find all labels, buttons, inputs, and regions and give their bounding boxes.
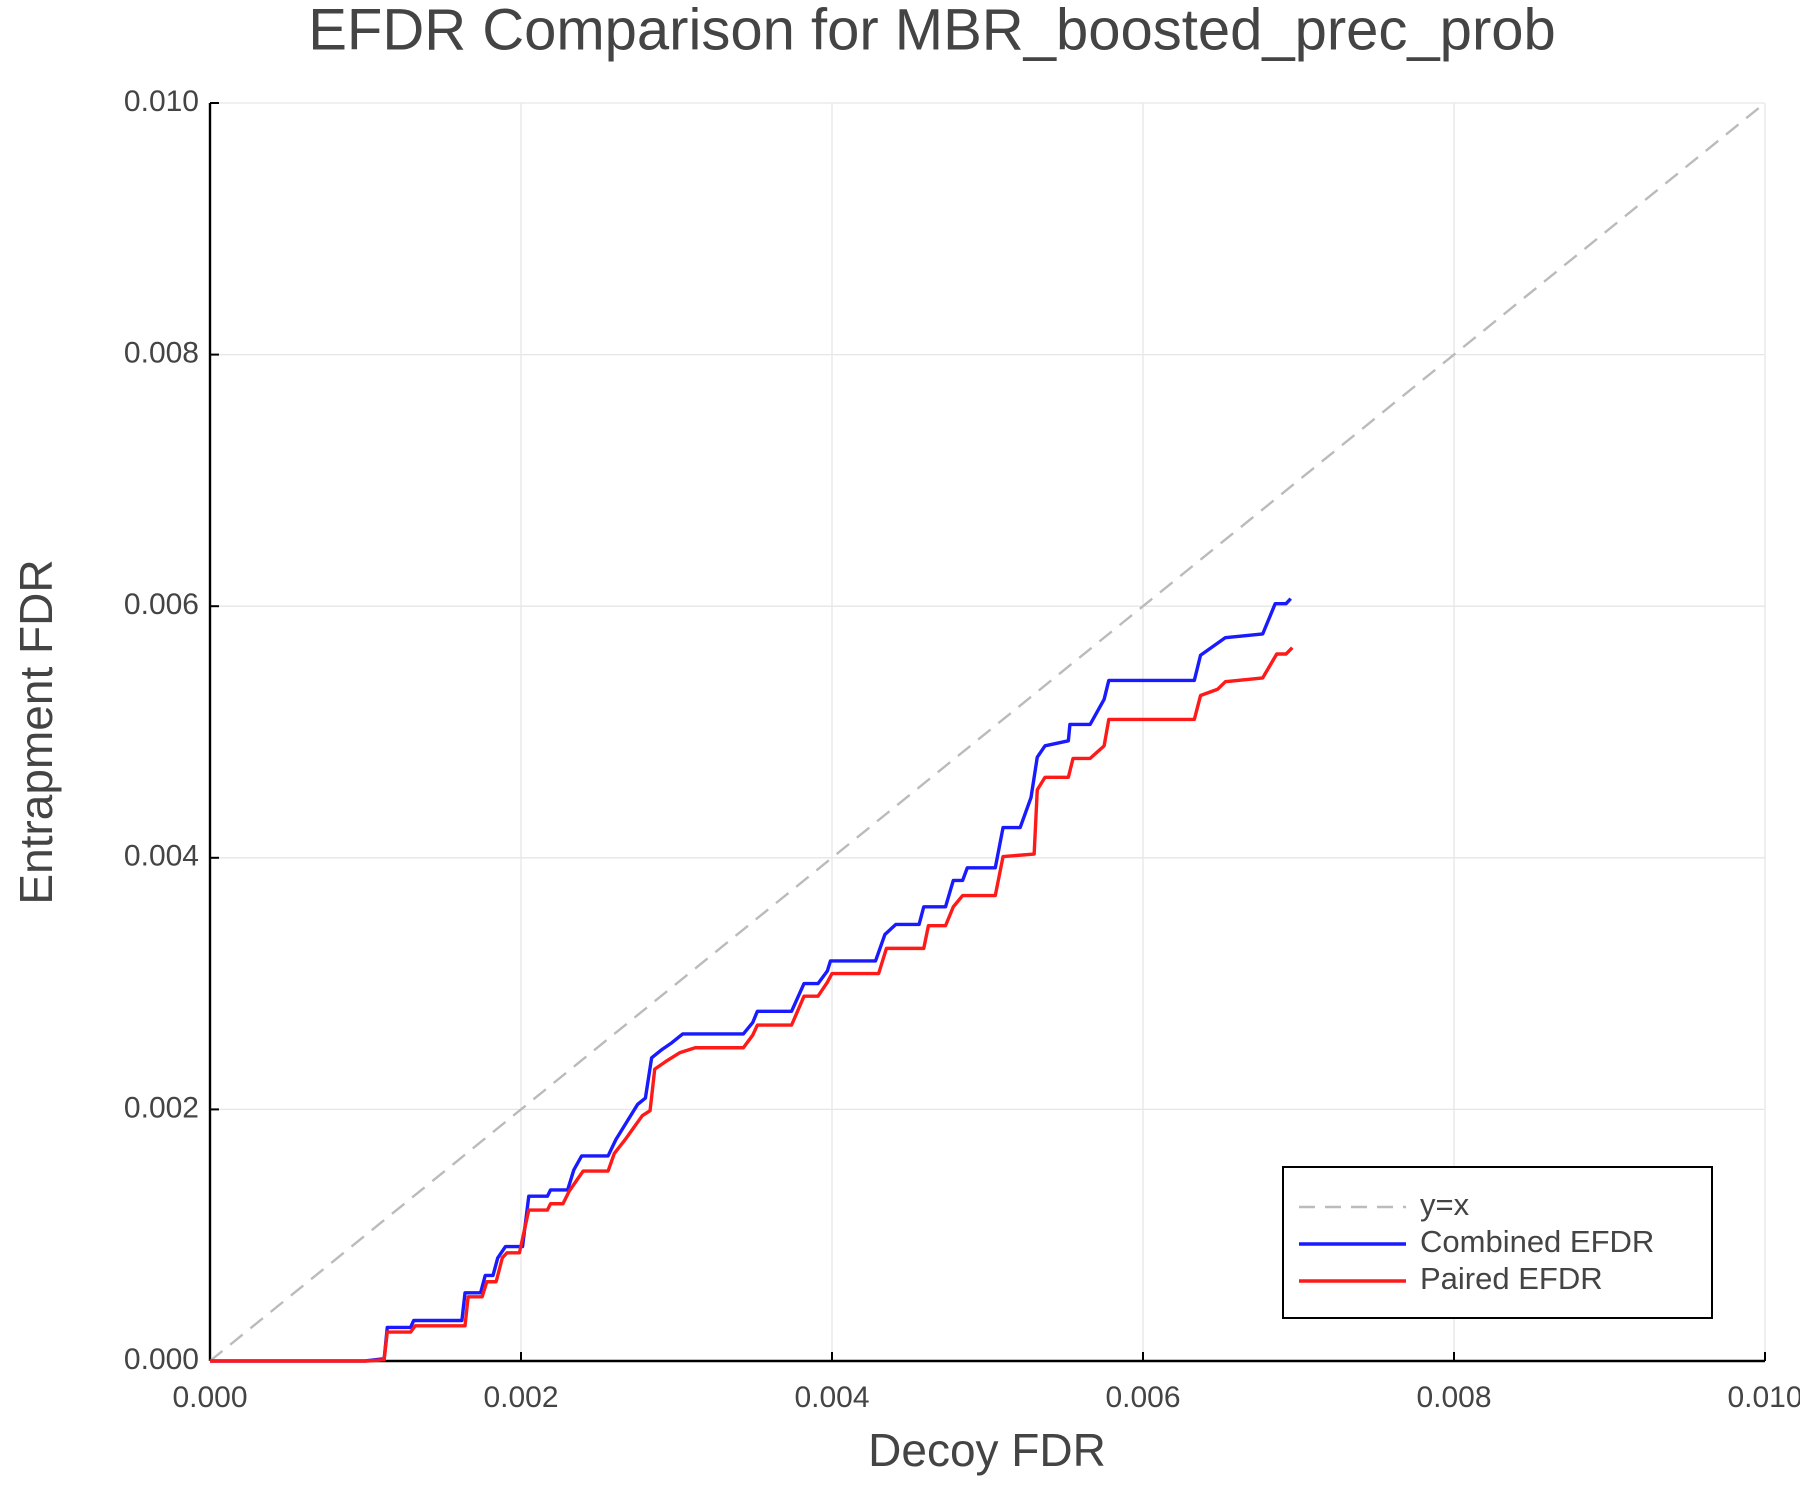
x-tick-label: 0.000 xyxy=(172,1381,247,1414)
y-tick-label: 0.002 xyxy=(124,1091,199,1124)
y-tick-label: 0.008 xyxy=(124,337,199,370)
x-tick-label: 0.008 xyxy=(1416,1381,1491,1414)
series-line xyxy=(209,102,1766,1362)
legend-label: y=x xyxy=(1420,1187,1470,1222)
series-line xyxy=(210,646,1294,1363)
legend-label: Combined EFDR xyxy=(1420,1224,1654,1259)
y-tick-label: 0.004 xyxy=(124,840,199,873)
x-tick-label: 0.004 xyxy=(794,1381,869,1414)
y-tick-label: 0.006 xyxy=(124,588,199,621)
y-tick-label: 0.010 xyxy=(124,85,199,118)
y-axis-label: Entrapment FDR xyxy=(10,559,62,904)
legend-label: Paired EFDR xyxy=(1420,1261,1603,1296)
y-tick-label: 0.000 xyxy=(124,1343,199,1376)
x-tick-label: 0.010 xyxy=(1727,1381,1800,1414)
series-line xyxy=(210,597,1292,1363)
x-axis-label: Decoy FDR xyxy=(868,1424,1106,1476)
x-tick-label: 0.006 xyxy=(1105,1381,1180,1414)
chart-title: EFDR Comparison for MBR_boosted_prec_pro… xyxy=(308,0,1556,62)
x-tick-label: 0.002 xyxy=(483,1381,558,1414)
